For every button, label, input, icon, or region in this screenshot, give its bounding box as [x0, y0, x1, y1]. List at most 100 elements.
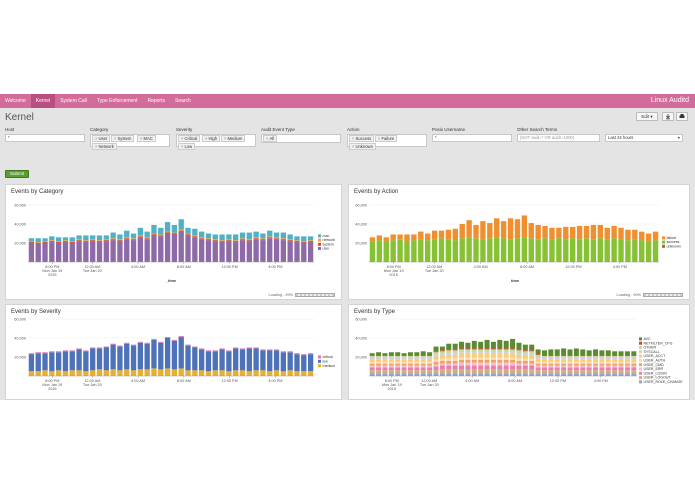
- bar-segment-user-err[interactable]: [554, 365, 560, 368]
- bar-segment-netfilter-cfg[interactable]: [478, 348, 484, 350]
- bar-segment-user-login[interactable]: [548, 367, 554, 371]
- bar-segment-avc[interactable]: [369, 353, 375, 356]
- bar-segment-avc[interactable]: [420, 351, 426, 356]
- bar-segment-other[interactable]: [395, 356, 401, 358]
- bar-segment-network[interactable]: [164, 231, 171, 233]
- bar-segment-mac[interactable]: [49, 236, 55, 241]
- bar-segment-system[interactable]: [198, 238, 205, 240]
- bar-segment-low[interactable]: [137, 342, 144, 370]
- bar-segment-user-logout[interactable]: [554, 370, 560, 374]
- bar-segment-low[interactable]: [253, 348, 259, 371]
- bar-segment-user-auth[interactable]: [401, 361, 407, 364]
- bar-segment-user-cmd[interactable]: [554, 363, 560, 366]
- legend-label[interactable]: USER_LOGOUT: [644, 376, 672, 380]
- bar-segment-user-login[interactable]: [567, 367, 573, 371]
- bar-segment-success[interactable]: [597, 238, 604, 262]
- bar-segment-failure[interactable]: [445, 229, 452, 240]
- bar-segment-mac[interactable]: [233, 234, 239, 241]
- bar-segment-network[interactable]: [137, 235, 144, 237]
- bar-segment-success[interactable]: [404, 241, 410, 262]
- bar-segment-network[interactable]: [246, 239, 252, 241]
- bar-segment-network[interactable]: [260, 238, 266, 240]
- bar-segment-user-err[interactable]: [561, 365, 567, 368]
- bar-segment-user-cmd[interactable]: [567, 363, 573, 366]
- bar-segment-user[interactable]: [117, 241, 123, 262]
- bar-segment-user-login[interactable]: [484, 365, 490, 370]
- bar-segment-mac[interactable]: [246, 232, 252, 240]
- bar-segment-netfilter-cfg[interactable]: [484, 348, 490, 350]
- bar-segment-success[interactable]: [535, 239, 541, 262]
- bar-segment-medium[interactable]: [69, 370, 75, 376]
- bar-segment-user-auth[interactable]: [593, 361, 599, 364]
- bar-segment-critical[interactable]: [178, 336, 184, 338]
- bar-segment-medium[interactable]: [212, 370, 218, 376]
- bar-segment-system[interactable]: [62, 241, 69, 243]
- bar-segment-user-logout[interactable]: [522, 369, 528, 374]
- bar-segment-user-role-change[interactable]: [490, 373, 496, 376]
- bar-segment-network[interactable]: [144, 237, 150, 239]
- bar-segment-user-cmd[interactable]: [605, 363, 611, 366]
- bar-segment-user-cmd[interactable]: [580, 363, 586, 366]
- bar-segment-user-login[interactable]: [382, 367, 388, 371]
- legend-label[interactable]: user: [323, 247, 331, 251]
- bar-segment-medium[interactable]: [158, 369, 164, 376]
- bar-segment-user[interactable]: [28, 243, 35, 262]
- bar-segment-syscall[interactable]: [573, 357, 579, 360]
- bar-segment-mac[interactable]: [205, 233, 212, 239]
- bar-segment-syscall[interactable]: [388, 357, 394, 360]
- bar-segment-avc[interactable]: [433, 346, 439, 352]
- bar-segment-failure[interactable]: [466, 220, 472, 238]
- bar-segment-syscall[interactable]: [631, 357, 637, 360]
- bar-segment-mac[interactable]: [83, 235, 89, 241]
- bar-segment-critical[interactable]: [62, 350, 69, 352]
- bar-segment-network[interactable]: [267, 236, 273, 238]
- bar-segment-user-login[interactable]: [388, 367, 394, 371]
- bar-segment-failure[interactable]: [480, 221, 486, 240]
- bar-segment-user-role-change[interactable]: [427, 373, 433, 376]
- bar-segment-user-err[interactable]: [599, 365, 605, 368]
- bar-segment-user-auth[interactable]: [439, 358, 445, 361]
- bar-segment-system[interactable]: [35, 243, 41, 244]
- bar-segment-critical[interactable]: [103, 346, 109, 348]
- bar-segment-critical[interactable]: [301, 354, 307, 356]
- bar-segment-user-acct[interactable]: [471, 354, 477, 357]
- bar-segment-network[interactable]: [198, 237, 205, 239]
- bar-segment-low[interactable]: [151, 339, 157, 369]
- bar-segment-user-cmd[interactable]: [510, 359, 516, 363]
- bar-segment-user-role-change[interactable]: [388, 373, 394, 376]
- bar-segment-other[interactable]: [407, 356, 413, 358]
- bar-segment-syscall[interactable]: [541, 357, 547, 360]
- bar-segment-user-role-change[interactable]: [554, 373, 560, 376]
- bar-segment-critical[interactable]: [253, 347, 259, 349]
- bar-segment-low[interactable]: [205, 351, 212, 372]
- bar-segment-failure[interactable]: [549, 227, 555, 240]
- bar-segment-syscall[interactable]: [618, 357, 624, 360]
- bar-segment-user-login[interactable]: [490, 365, 496, 370]
- bar-segment-user[interactable]: [42, 243, 48, 262]
- bar-segment-low[interactable]: [294, 354, 300, 372]
- bar-segment-user[interactable]: [273, 239, 280, 262]
- bar-segment-user-login[interactable]: [554, 367, 560, 371]
- bar-segment-mac[interactable]: [239, 232, 246, 239]
- bar-segment-user-err[interactable]: [452, 363, 458, 366]
- bar-segment-syscall[interactable]: [624, 357, 630, 360]
- bar-segment-user[interactable]: [219, 242, 225, 262]
- bar-segment-user-logout[interactable]: [618, 370, 624, 374]
- bar-segment-system[interactable]: [117, 240, 123, 242]
- bar-segment-user-logout[interactable]: [567, 370, 573, 374]
- bar-segment-user-err[interactable]: [618, 365, 624, 368]
- bar-segment-failure[interactable]: [535, 224, 541, 240]
- bar-segment-system[interactable]: [49, 241, 55, 243]
- bar-segment-critical[interactable]: [28, 353, 35, 355]
- bar-segment-other[interactable]: [612, 356, 618, 358]
- bar-segment-success[interactable]: [369, 241, 376, 262]
- bar-segment-user-login[interactable]: [465, 365, 471, 370]
- bar-segment-network[interactable]: [83, 240, 89, 242]
- bar-segment-user[interactable]: [246, 241, 252, 262]
- bar-segment-failure[interactable]: [521, 215, 528, 238]
- bar-segment-network[interactable]: [192, 235, 198, 237]
- bar-segment-network[interactable]: [117, 239, 123, 241]
- bar-segment-netfilter-cfg[interactable]: [420, 355, 426, 357]
- bar-segment-other[interactable]: [388, 356, 394, 358]
- bar-segment-success[interactable]: [500, 238, 507, 262]
